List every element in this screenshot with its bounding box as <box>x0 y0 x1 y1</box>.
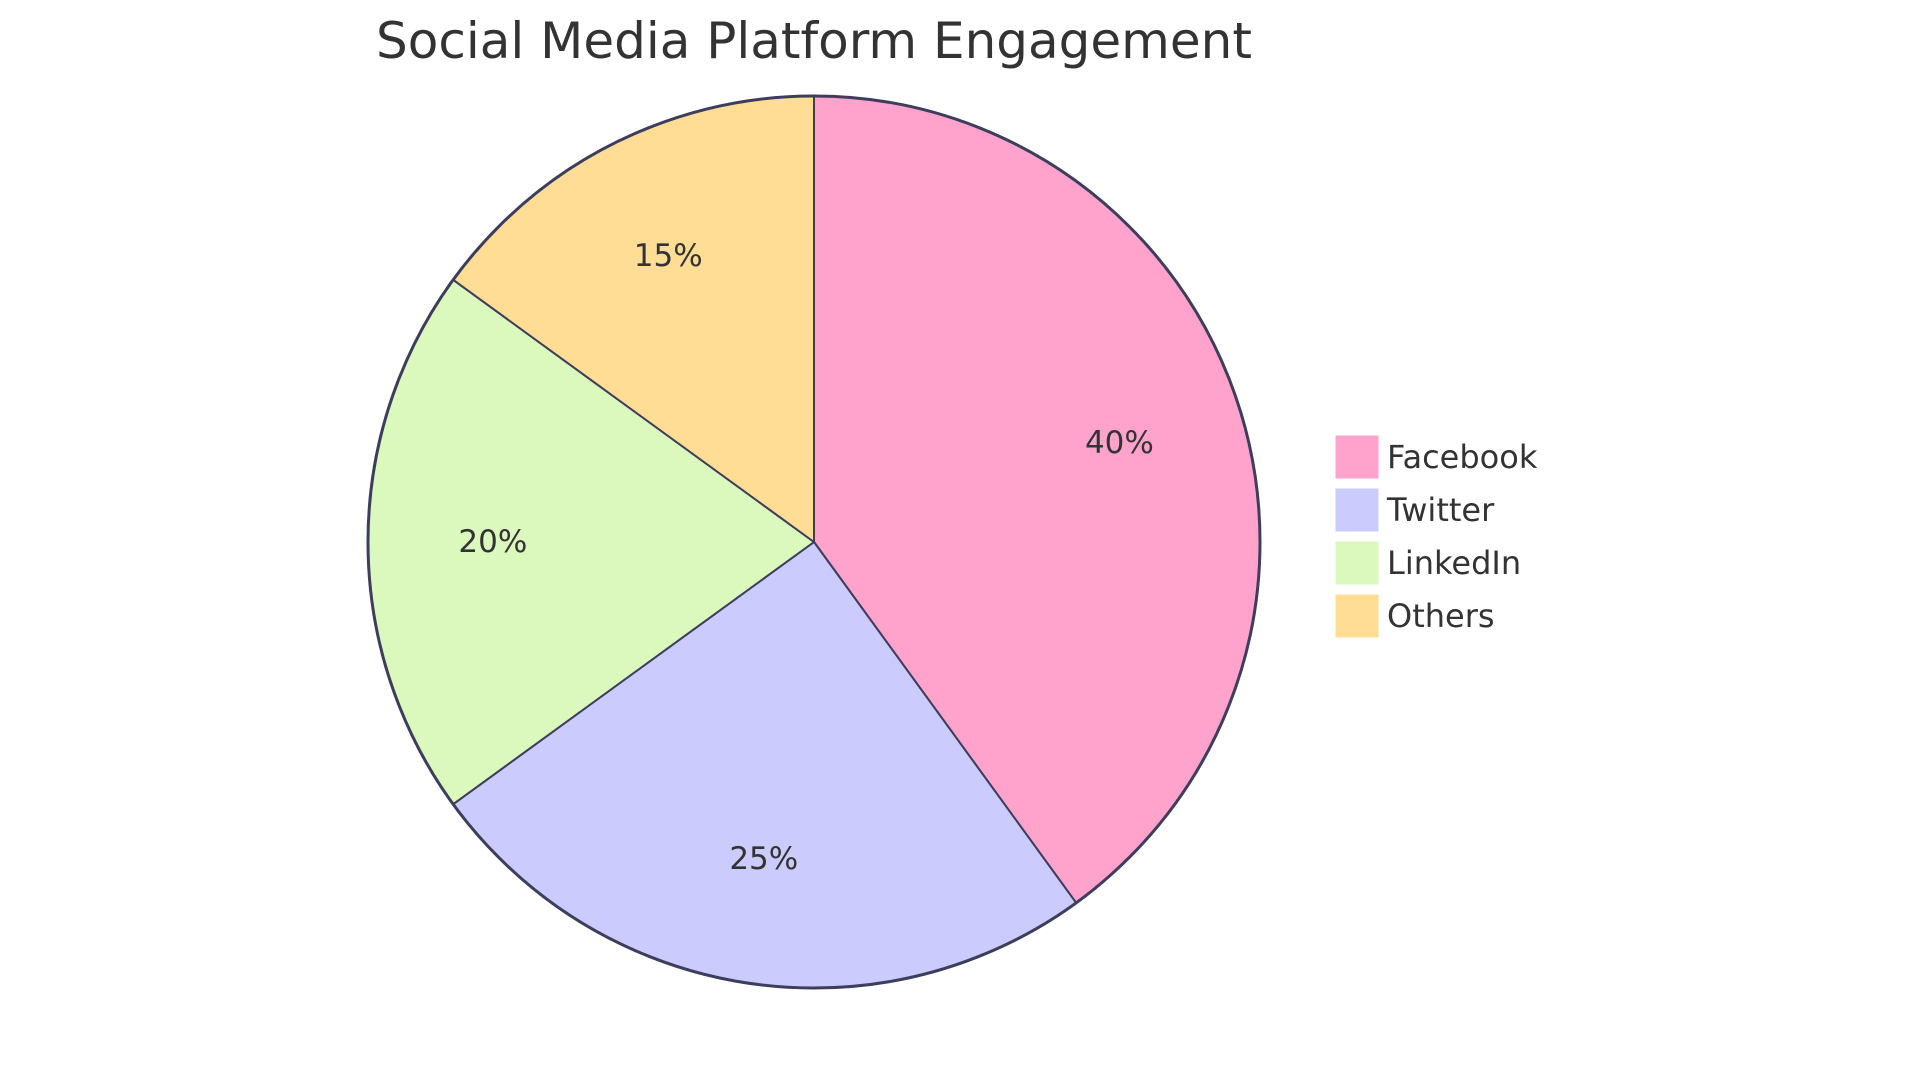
legend-label-linkedin: LinkedIn <box>1387 544 1521 582</box>
legend-label-facebook: Facebook <box>1387 438 1538 476</box>
slice-label-twitter: 25% <box>729 841 798 877</box>
pie-slices <box>366 94 1262 990</box>
legend-swatch-others <box>1334 593 1380 639</box>
legend-swatch-facebook <box>1334 434 1380 480</box>
legend-label-others: Others <box>1387 597 1495 635</box>
legend-swatch-twitter <box>1334 487 1380 533</box>
slice-label-others: 15% <box>634 238 703 274</box>
slice-labels: 40% 25% 20% 15% <box>458 238 1153 877</box>
legend: Facebook Twitter LinkedIn Others <box>1334 434 1538 639</box>
legend-swatch-linkedin <box>1334 540 1380 586</box>
slice-label-facebook: 40% <box>1085 425 1154 461</box>
legend-label-twitter: Twitter <box>1386 491 1495 529</box>
slice-label-linkedin: 20% <box>458 524 527 560</box>
pie-outline <box>366 94 1262 990</box>
chart-title: Social Media Platform Engagement <box>376 12 1252 70</box>
